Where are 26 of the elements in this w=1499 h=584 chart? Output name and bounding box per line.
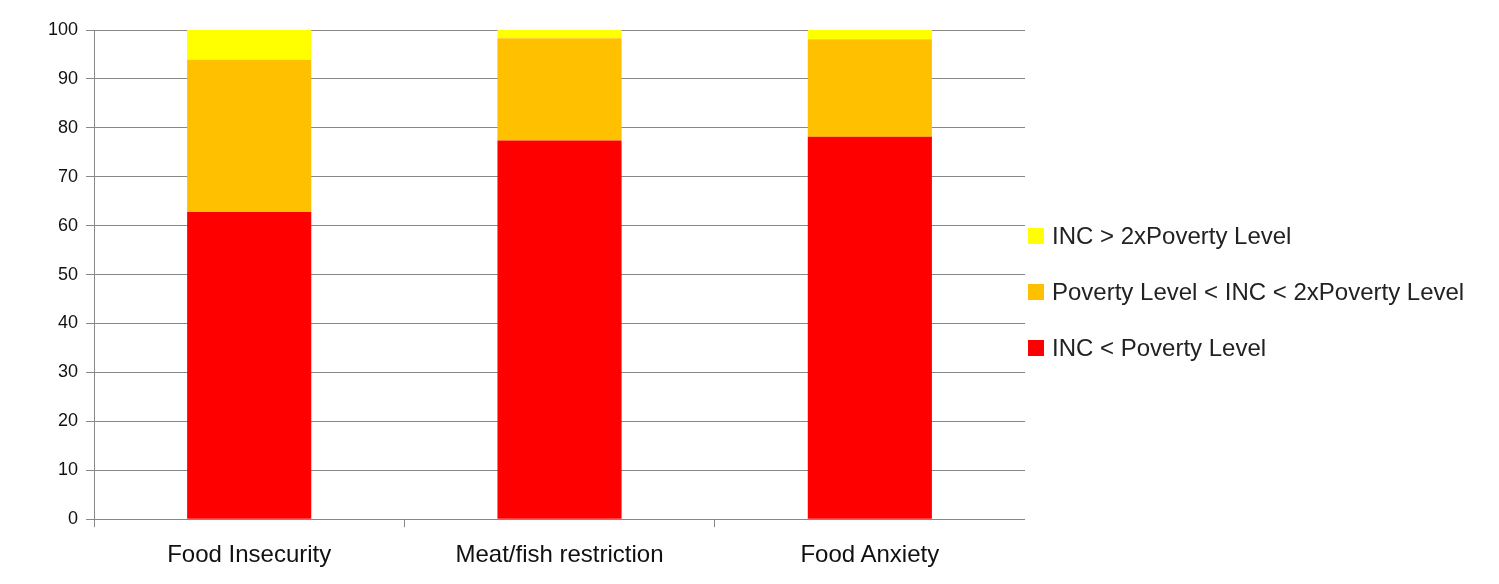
bar [497,30,622,39]
bar [807,30,932,40]
bar [807,136,932,519]
y-tick-label: 10 [58,459,79,480]
y-tick-label: 70 [58,165,79,186]
bar [187,30,312,60]
legend-label: INC < Poverty Level [1052,333,1267,363]
y-tick-label: 40 [58,312,79,333]
bar [187,59,312,212]
y-tick-label: 80 [58,116,79,137]
bar [497,140,622,519]
x-tick-label: Meat/fish restriction [455,540,664,568]
y-tick-label: 30 [58,361,79,382]
y-tick-label: 20 [58,410,79,431]
bar [187,211,312,519]
bar [807,39,932,137]
legend-label: INC > 2xPoverty Level [1052,221,1292,251]
y-tick-label: 50 [58,263,79,284]
x-tick-label: Food Anxiety [800,540,940,568]
bar [497,38,622,141]
y-tick-label: 90 [58,67,79,88]
y-tick-label: 100 [47,18,79,39]
legend-label: Poverty Level < INC < 2xPoverty Level [1052,277,1465,307]
x-tick-label: Food Insecurity [167,540,332,568]
y-tick-label: 60 [58,214,79,235]
y-tick-label: 0 [68,508,79,529]
